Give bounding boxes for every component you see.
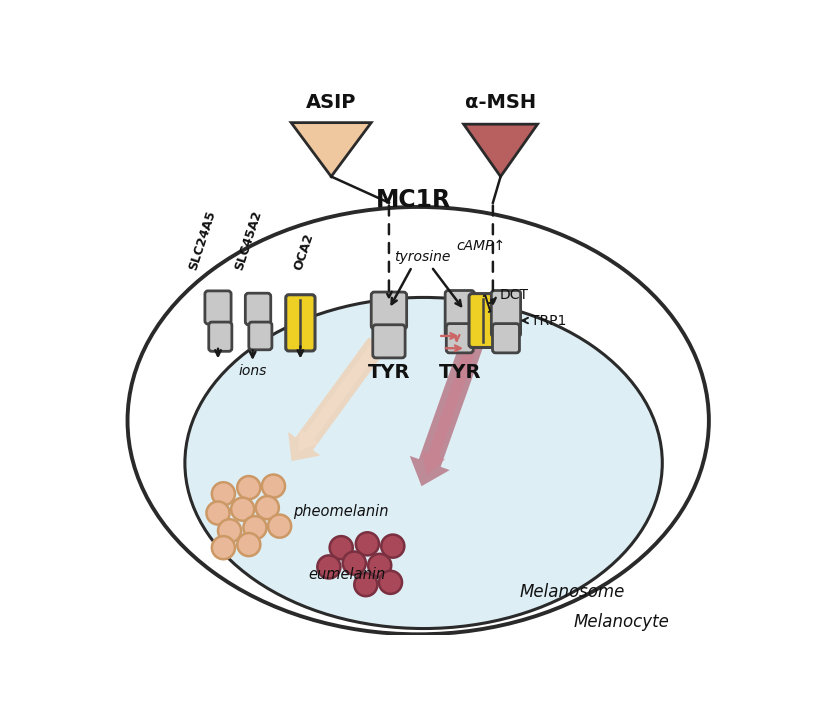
FancyBboxPatch shape: [249, 322, 272, 350]
Text: tyrosine: tyrosine: [394, 250, 450, 263]
FancyArrow shape: [422, 342, 477, 476]
FancyBboxPatch shape: [286, 295, 315, 351]
Polygon shape: [291, 123, 371, 176]
Text: ASIP: ASIP: [306, 93, 357, 112]
Ellipse shape: [127, 207, 709, 634]
Circle shape: [243, 516, 267, 539]
Text: OCA2: OCA2: [292, 232, 317, 272]
Circle shape: [379, 570, 402, 594]
Circle shape: [218, 519, 241, 543]
FancyBboxPatch shape: [209, 322, 232, 351]
Circle shape: [368, 554, 391, 577]
Text: TYR: TYR: [438, 363, 481, 381]
Text: cAMP↑: cAMP↑: [457, 239, 506, 253]
Text: SLC45A2: SLC45A2: [233, 209, 264, 272]
Circle shape: [381, 535, 405, 558]
FancyArrow shape: [288, 337, 386, 461]
FancyArrow shape: [298, 341, 382, 451]
Circle shape: [255, 496, 279, 519]
Text: TYR: TYR: [368, 363, 410, 381]
Polygon shape: [463, 124, 538, 176]
Circle shape: [237, 476, 260, 499]
Circle shape: [212, 482, 235, 506]
Text: SLC24A5: SLC24A5: [187, 209, 219, 272]
Circle shape: [268, 515, 291, 538]
Circle shape: [317, 555, 340, 578]
FancyBboxPatch shape: [371, 292, 406, 329]
FancyBboxPatch shape: [493, 323, 520, 353]
Text: α-MSH: α-MSH: [465, 93, 536, 112]
Text: eumelanin: eumelanin: [308, 567, 385, 582]
Circle shape: [343, 551, 366, 575]
Circle shape: [354, 573, 377, 596]
Text: Melanosome: Melanosome: [520, 583, 625, 601]
Ellipse shape: [185, 298, 663, 628]
Circle shape: [356, 532, 379, 555]
FancyBboxPatch shape: [246, 293, 271, 325]
Circle shape: [231, 498, 255, 521]
Text: MC1R: MC1R: [376, 188, 451, 211]
Circle shape: [262, 475, 285, 498]
Text: DCT: DCT: [484, 288, 529, 312]
Circle shape: [330, 536, 353, 559]
Circle shape: [237, 533, 260, 556]
Text: pheomelanin: pheomelanin: [293, 504, 388, 519]
FancyBboxPatch shape: [446, 291, 474, 337]
FancyBboxPatch shape: [469, 293, 497, 348]
FancyBboxPatch shape: [205, 291, 231, 324]
Circle shape: [206, 501, 229, 525]
FancyBboxPatch shape: [446, 323, 473, 353]
FancyBboxPatch shape: [491, 291, 521, 337]
Text: TRP1: TRP1: [522, 313, 566, 328]
FancyArrow shape: [410, 340, 483, 486]
Text: Melanocyte: Melanocyte: [574, 613, 669, 631]
FancyBboxPatch shape: [373, 325, 405, 358]
Circle shape: [212, 536, 235, 559]
Text: ions: ions: [238, 363, 267, 378]
